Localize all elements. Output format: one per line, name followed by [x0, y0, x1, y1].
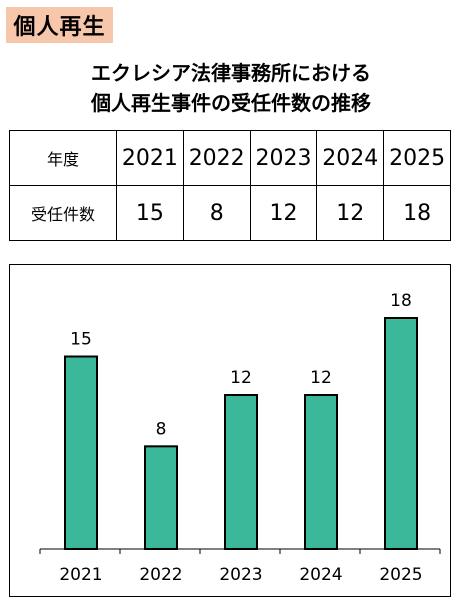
count-cell: 18 [383, 185, 451, 241]
bar-2023 [224, 394, 258, 550]
data-label: 18 [390, 291, 412, 311]
year-cell: 2024 [316, 130, 385, 186]
year-cell: 2023 [249, 130, 318, 186]
data-label: 15 [70, 330, 92, 350]
count-cell: 12 [249, 185, 318, 241]
bar-chart: 15 2021 8 2022 12 2023 12 2024 18 2025 [9, 264, 451, 597]
year-cell: 2022 [182, 130, 251, 186]
count-row-header: 受任件数 [9, 185, 117, 241]
summary-table: 年度 2021 2022 2023 2024 2025 受任件数 15 8 12… [9, 130, 451, 241]
x-tick-label: 2024 [299, 565, 342, 585]
x-tick-label: 2022 [139, 565, 182, 585]
chart-svg: 15 2021 8 2022 12 2023 12 2024 18 2025 [39, 291, 441, 585]
bar-2021 [64, 355, 98, 550]
year-cell: 2021 [116, 130, 184, 186]
x-tick-label: 2025 [379, 565, 422, 585]
year-row-header: 年度 [9, 130, 117, 186]
data-label: 12 [230, 368, 252, 388]
data-label: 8 [156, 419, 167, 439]
data-label: 12 [310, 368, 332, 388]
page-title-line2: 個人再生事件の受任件数の推移 [91, 91, 371, 115]
bar-2025 [384, 317, 418, 550]
year-cell: 2025 [383, 130, 451, 186]
section-badge: 個人再生 [6, 7, 113, 43]
count-row: 受任件数 15 8 12 12 18 [9, 185, 451, 241]
bar-2024 [304, 394, 338, 550]
x-tick-label: 2021 [59, 565, 102, 585]
count-cell: 12 [316, 185, 385, 241]
page-title-line1: エクレシア法律事務所における [91, 61, 371, 85]
count-cell: 8 [182, 185, 251, 241]
count-cell: 15 [116, 185, 184, 241]
x-tick-label: 2023 [219, 565, 262, 585]
year-row: 年度 2021 2022 2023 2024 2025 [9, 130, 451, 186]
bar-2022 [144, 445, 178, 550]
